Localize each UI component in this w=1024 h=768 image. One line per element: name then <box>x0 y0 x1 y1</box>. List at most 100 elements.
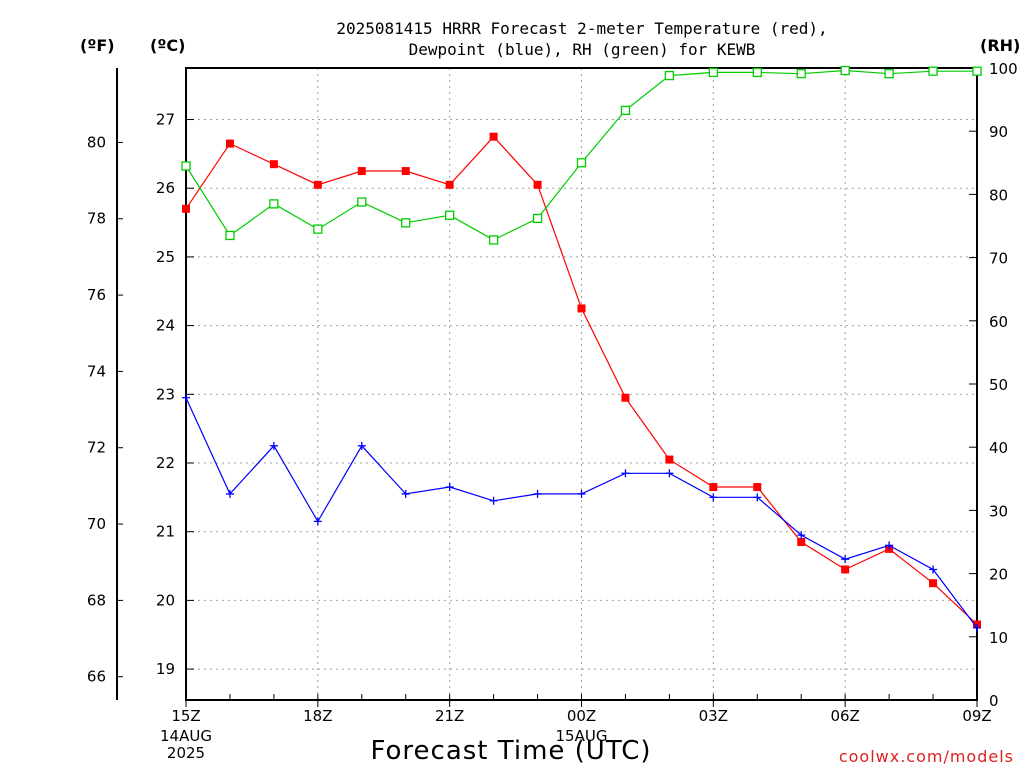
rh-point <box>884 69 894 79</box>
dewpoint-point <box>797 531 806 540</box>
fahrenheit-tick-label: 80 <box>87 133 106 151</box>
x-date-label: 15AUG <box>556 727 608 745</box>
celsius-tick-label: 25 <box>156 248 175 266</box>
x-date-label: 14AUG <box>160 727 212 745</box>
dewpoint-point <box>885 541 894 550</box>
x-axis-title: Forecast Time (UTC) <box>370 736 651 766</box>
rh-point <box>181 161 191 171</box>
dewpoint-point <box>973 623 981 632</box>
x-tick-label: 18Z <box>303 707 332 725</box>
fahrenheit-tick-label: 78 <box>87 210 106 228</box>
dewpoint-point <box>929 565 938 574</box>
fahrenheit-unit-label: (ºF) <box>80 36 115 55</box>
rh-point <box>620 105 631 115</box>
temperature-point <box>797 538 806 546</box>
fahrenheit-tick-label: 68 <box>87 591 106 609</box>
temperature-point <box>753 483 762 492</box>
x-tick-label: 03Z <box>699 707 728 725</box>
rh-tick-label: 20 <box>989 566 1008 584</box>
temperature-point <box>182 204 190 213</box>
data-series <box>181 65 982 632</box>
temperature-point <box>225 139 234 148</box>
celsius-tick-label: 21 <box>156 523 175 541</box>
axes <box>116 67 978 707</box>
celsius-tick-label: 20 <box>156 591 175 609</box>
credit-text: coolwx.com/models <box>839 747 1014 766</box>
dewpoint-point <box>225 489 234 498</box>
rh-point <box>357 197 367 207</box>
fahrenheit-tick-label: 70 <box>87 515 106 533</box>
rh-point <box>445 210 455 220</box>
temperature-point <box>533 180 542 189</box>
temperature-point <box>621 393 630 402</box>
rh-tick-label: 100 <box>989 60 1018 78</box>
rh-point <box>576 158 587 168</box>
dewpoint-point <box>182 393 190 402</box>
chart-title-line1: 2025081415 HRRR Forecast 2-meter Tempera… <box>336 19 827 38</box>
celsius-tick-label: 22 <box>156 454 175 472</box>
x-tick-label: 15Z <box>171 707 200 725</box>
temperature-point <box>665 455 674 464</box>
rh-point <box>752 67 762 78</box>
dewpoint-point <box>665 469 674 478</box>
celsius-tick-label: 19 <box>156 660 175 678</box>
temperature-point <box>445 180 454 189</box>
temperature-point <box>709 483 718 492</box>
fahrenheit-tick-label: 66 <box>87 668 106 686</box>
rh-unit-label: (RH) <box>980 36 1020 55</box>
temperature-point <box>401 167 410 176</box>
chart-title-line2: Dewpoint (blue), RH (green) for KEWB <box>409 40 756 59</box>
dewpoint-point <box>753 493 762 502</box>
rh-point <box>225 230 235 241</box>
dewpoint-point <box>357 441 366 450</box>
fahrenheit-tick-label: 72 <box>87 439 106 457</box>
x-date-label: 2025 <box>167 744 205 762</box>
rh-tick-label: 50 <box>989 376 1008 394</box>
rh-point <box>972 66 982 76</box>
temperature-point <box>929 579 938 588</box>
rh-tick-label: 80 <box>989 186 1008 204</box>
x-tick-label: 00Z <box>567 707 596 725</box>
temperature-point <box>489 132 498 141</box>
dewpoint-point <box>489 496 498 505</box>
fahrenheit-tick-label: 74 <box>87 362 106 380</box>
rh-point <box>664 70 675 81</box>
rh-tick-label: 40 <box>989 439 1008 457</box>
rh-point <box>269 199 279 209</box>
dewpoint-point <box>313 517 322 526</box>
rh-tick-label: 10 <box>989 629 1008 647</box>
dewpoint-point <box>445 483 454 492</box>
rh-point <box>488 235 499 245</box>
temperature-point <box>313 180 322 189</box>
x-tick-label: 06Z <box>830 707 859 725</box>
rh-tick-label: 60 <box>989 313 1008 331</box>
celsius-tick-label: 26 <box>156 179 175 197</box>
dewpoint-point <box>269 441 278 450</box>
dewpoint-point <box>577 489 586 498</box>
temperature-point <box>841 565 850 574</box>
temperature-point <box>577 304 586 313</box>
rh-point <box>796 69 806 79</box>
dewpoint-point <box>709 493 718 502</box>
celsius-unit-label: (ºC) <box>150 36 185 55</box>
temperature-point <box>357 167 366 176</box>
rh-tick-label: 0 <box>989 692 999 710</box>
rh-point <box>532 213 543 224</box>
dewpoint-point <box>621 469 630 478</box>
rh-point <box>840 65 850 76</box>
celsius-tick-label: 24 <box>156 317 175 335</box>
rh-point <box>401 218 411 228</box>
rh-point <box>708 67 718 78</box>
dewpoint-point <box>401 489 410 498</box>
x-tick-label: 09Z <box>962 707 991 725</box>
rh-tick-label: 30 <box>989 502 1008 520</box>
rh-line <box>185 69 977 241</box>
temperature-point <box>269 160 278 169</box>
x-tick-label: 21Z <box>435 707 464 725</box>
rh-tick-label: 90 <box>989 123 1008 141</box>
rh-point <box>928 66 938 76</box>
rh-point <box>313 224 323 234</box>
celsius-tick-label: 23 <box>156 385 175 403</box>
rh-tick-label: 70 <box>989 250 1008 268</box>
